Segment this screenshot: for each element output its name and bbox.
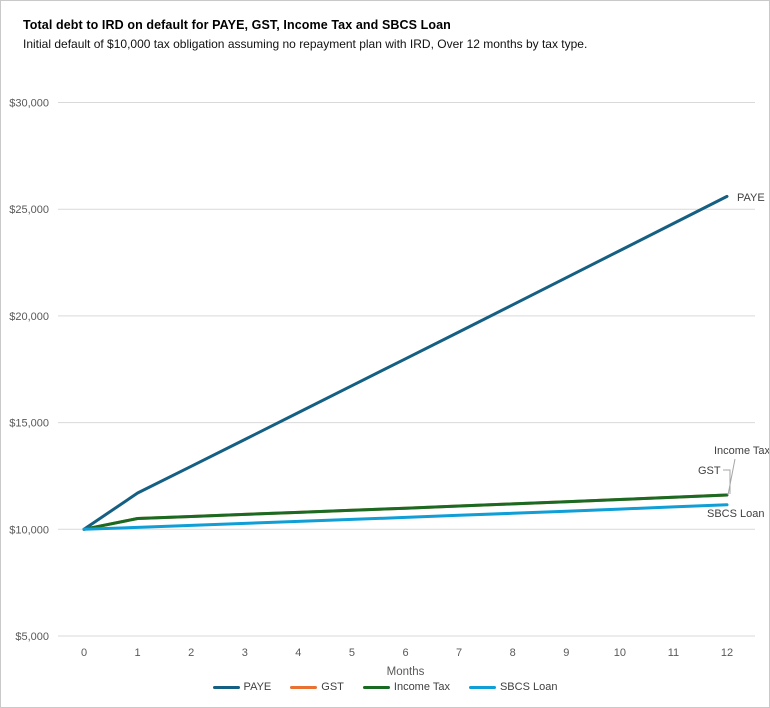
legend-swatch-income-tax xyxy=(362,685,390,689)
legend-swatch-paye xyxy=(212,685,240,689)
x-tick-label: 4 xyxy=(295,647,301,659)
y-tick-label: $10,000 xyxy=(9,524,49,536)
legend-label-sbcs-loan: SBCS Loan xyxy=(499,681,558,693)
x-tick-label: 10 xyxy=(614,647,626,659)
x-tick-label: 0 xyxy=(81,647,87,659)
x-tick-label: 1 xyxy=(135,647,141,659)
x-tick-label: 12 xyxy=(721,647,733,659)
legend-swatch-sbcs-loan xyxy=(468,685,496,689)
x-tick-label: 11 xyxy=(668,647,679,659)
y-tick-label: $20,000 xyxy=(9,311,49,323)
chart-subtitle: Initial default of $10,000 tax obligatio… xyxy=(23,37,588,51)
x-tick-label: 7 xyxy=(456,647,462,659)
x-tick-label: 2 xyxy=(188,647,194,659)
legend-item-sbcs-loan: SBCS Loan xyxy=(468,681,558,693)
series-line-paye xyxy=(82,194,729,531)
y-tick-label: $25,000 xyxy=(9,204,49,216)
x-tick-label: 9 xyxy=(563,647,569,659)
y-tick-label: $30,000 xyxy=(9,98,49,110)
series-line-income-tax xyxy=(82,493,729,531)
legend-item-gst: GST xyxy=(290,681,344,693)
y-tick-label: $5,000 xyxy=(15,631,49,643)
legend-label-gst: GST xyxy=(321,681,344,693)
legend-label-income-tax: Income Tax xyxy=(393,681,450,693)
legend-swatch-gst xyxy=(290,685,318,689)
leader-line-income-tax xyxy=(727,458,736,496)
legend: PAYE GST Income Tax SBCS Loan xyxy=(1,681,769,693)
x-tick-label: 6 xyxy=(402,647,408,659)
x-tick-label: 8 xyxy=(510,647,516,659)
x-axis-title: Months xyxy=(387,666,425,678)
x-tick-label: 3 xyxy=(242,647,248,659)
end-label-income-tax: Income Tax xyxy=(714,445,769,457)
legend-label-paye: PAYE xyxy=(243,681,272,693)
y-tick-label: $15,000 xyxy=(9,418,49,430)
end-label-sbcs-loan: SBCS Loan xyxy=(707,508,764,520)
end-label-gst: GST xyxy=(698,465,721,477)
chart-title: Total debt to IRD on default for PAYE, G… xyxy=(23,18,451,32)
legend-item-income-tax: Income Tax xyxy=(362,681,450,693)
x-tick-label: 5 xyxy=(349,647,355,659)
series-line-sbcs-loan xyxy=(82,503,729,531)
legend-item-paye: PAYE xyxy=(212,681,272,693)
end-label-paye: PAYE xyxy=(737,192,765,204)
